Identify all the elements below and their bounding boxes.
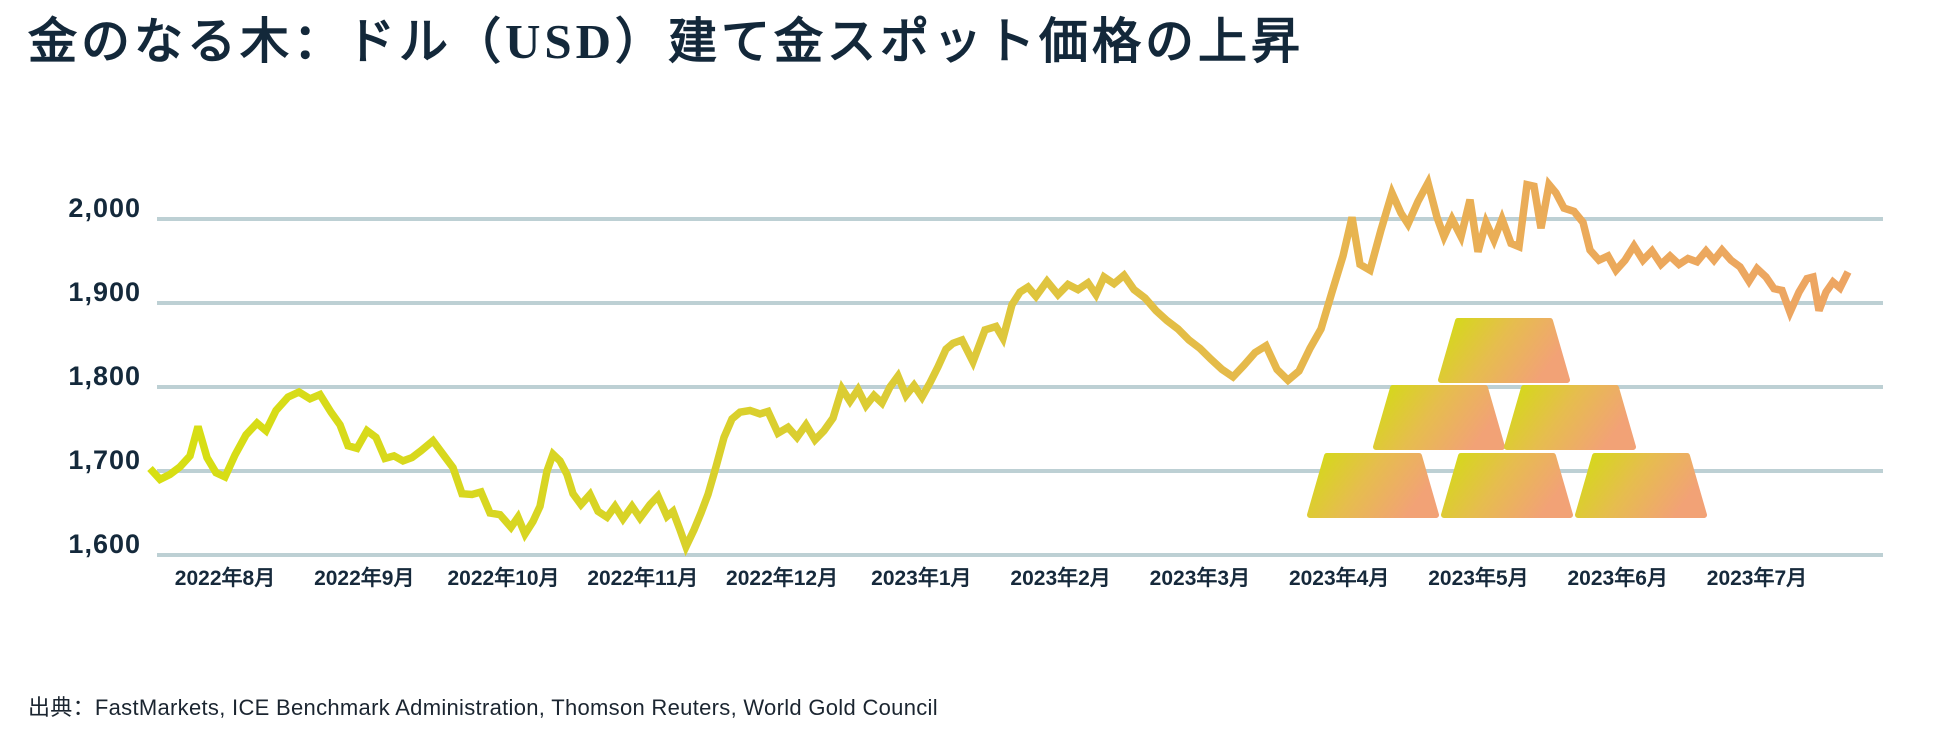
- y-axis-label: 1,600: [68, 529, 141, 559]
- x-axis-label: 2022年9月: [314, 567, 415, 590]
- price-line: [147, 172, 1852, 557]
- x-axis-label: 2023年1月: [871, 567, 972, 590]
- gridline: [157, 385, 1883, 389]
- x-axis-label: 2023年5月: [1428, 567, 1529, 590]
- gridlines-layer: [157, 217, 1883, 557]
- y-axis-label: 1,800: [68, 361, 141, 391]
- x-axis-label: 2022年11月: [587, 567, 699, 590]
- x-axis-label: 2023年7月: [1706, 567, 1808, 590]
- gold-bar-icon: [1441, 453, 1573, 518]
- y-axis-label: 1,900: [68, 277, 141, 307]
- gold-bars-layer: [1307, 318, 1707, 518]
- page-title: 金のなる木：ドル（USD）建て金スポット価格の上昇: [28, 14, 1305, 69]
- x-axis-label: 2023年3月: [1149, 567, 1251, 590]
- gold-bar-icon: [1373, 385, 1505, 450]
- x-axis-label: 2023年2月: [1010, 567, 1111, 590]
- price-line-layer: [147, 172, 1852, 557]
- x-axis-label: 2022年12月: [726, 567, 839, 590]
- y-axis-label: 1,700: [68, 445, 141, 475]
- source-note: 出典：FastMarkets, ICE Benchmark Administra…: [28, 695, 938, 720]
- x-axis-label: 2023年6月: [1567, 567, 1668, 590]
- y-axis-label: 2,000: [68, 193, 141, 223]
- gridline: [157, 553, 1883, 557]
- gridline: [157, 217, 1883, 221]
- gold-bar-icon: [1504, 385, 1636, 450]
- x-axis-label: 2022年8月: [174, 567, 276, 590]
- gold-bar-icon: [1438, 318, 1570, 383]
- gridline: [157, 301, 1883, 305]
- gridline: [157, 469, 1883, 473]
- x-axis-label: 2022年10月: [447, 567, 560, 590]
- gold-bar-icon: [1307, 453, 1439, 518]
- x-axis-label: 2023年4月: [1288, 567, 1390, 590]
- gold-bar-icon: [1575, 453, 1707, 518]
